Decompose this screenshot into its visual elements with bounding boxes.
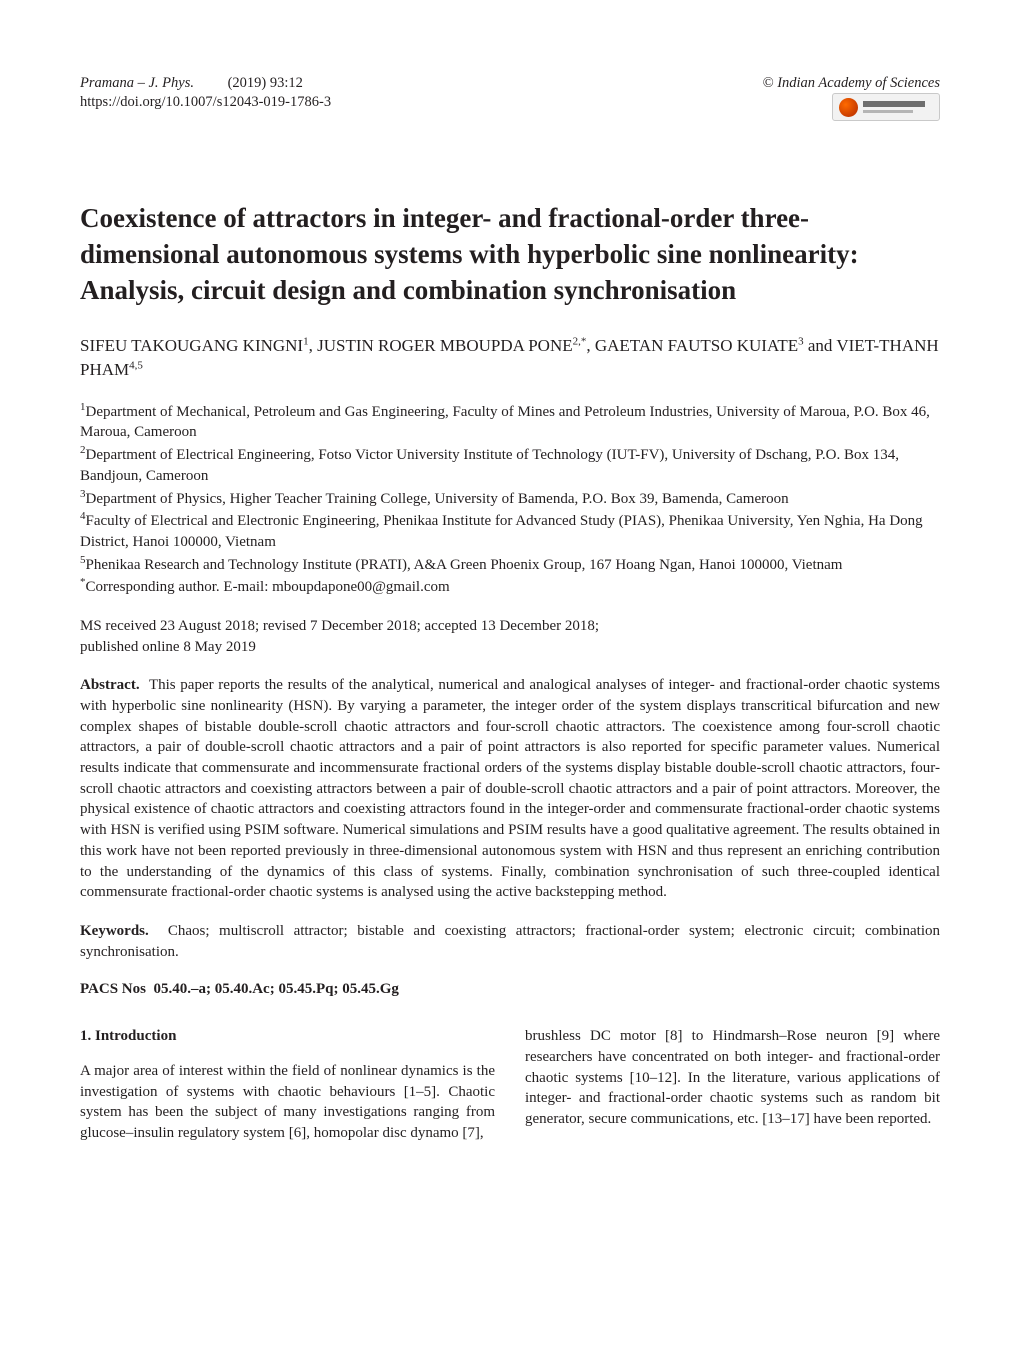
affiliations: 1Department of Mechanical, Petroleum and… xyxy=(80,400,940,598)
pacs-block: PACS Nos 05.40.–a; 05.40.Ac; 05.45.Pq; 0… xyxy=(80,980,940,1000)
article-title: Coexistence of attractors in integer- an… xyxy=(80,201,940,308)
affiliation-line: 3Department of Physics, Higher Teacher T… xyxy=(80,487,940,510)
keywords-text: Chaos; multiscroll attractor; bistable a… xyxy=(80,923,940,960)
affiliation-line: 2Department of Electrical Engineering, F… xyxy=(80,443,940,486)
dates-line2: published online 8 May 2019 xyxy=(80,637,940,658)
keywords-block: Keywords. Chaos; multiscroll attractor; … xyxy=(80,921,940,962)
intro-para-left: A major area of interest within the fiel… xyxy=(80,1061,495,1144)
keywords-label: Keywords. xyxy=(80,923,149,939)
author-list: SIFEU TAKOUGANG KINGNI1, JUSTIN ROGER MB… xyxy=(80,334,940,382)
section-heading: 1. Introduction xyxy=(80,1026,495,1047)
dates-line1: MS received 23 August 2018; revised 7 De… xyxy=(80,616,940,637)
copyright: © Indian Academy of Sciences xyxy=(763,75,940,91)
affiliation-line: *Corresponding author. E-mail: mboupdapo… xyxy=(80,575,940,598)
abstract-text: This paper reports the results of the an… xyxy=(80,677,940,900)
doi-link[interactable]: https://doi.org/10.1007/s12043-019-1786-… xyxy=(80,94,331,110)
abstract-block: Abstract. This paper reports the results… xyxy=(80,675,940,903)
header-left: Pramana – J. Phys. (2019) 93:12 https://… xyxy=(80,74,331,121)
running-header: Pramana – J. Phys. (2019) 93:12 https://… xyxy=(80,74,940,121)
column-right: brushless DC motor [8] to Hindmarsh–Rose… xyxy=(525,1026,940,1143)
column-left: 1. Introduction A major area of interest… xyxy=(80,1026,495,1143)
affiliation-line: 4Faculty of Electrical and Electronic En… xyxy=(80,509,940,552)
header-right: © Indian Academy of Sciences Check for u… xyxy=(763,74,940,121)
article-dates: MS received 23 August 2018; revised 7 De… xyxy=(80,616,940,657)
intro-para-right: brushless DC motor [8] to Hindmarsh–Rose… xyxy=(525,1026,940,1129)
citation: (2019) 93:12 xyxy=(228,75,303,91)
pacs-label: PACS Nos xyxy=(80,981,146,997)
affiliation-line: 5Phenikaa Research and Technology Instit… xyxy=(80,553,940,576)
body-columns: 1. Introduction A major area of interest… xyxy=(80,1026,940,1143)
crossmark-badge[interactable]: Check for updates xyxy=(832,93,940,121)
pacs-codes: 05.40.–a; 05.40.Ac; 05.45.Pq; 05.45.Gg xyxy=(153,981,398,997)
abstract-label: Abstract. xyxy=(80,677,140,693)
affiliation-line: 1Department of Mechanical, Petroleum and… xyxy=(80,400,940,443)
journal-name: Pramana – J. Phys. xyxy=(80,75,194,91)
